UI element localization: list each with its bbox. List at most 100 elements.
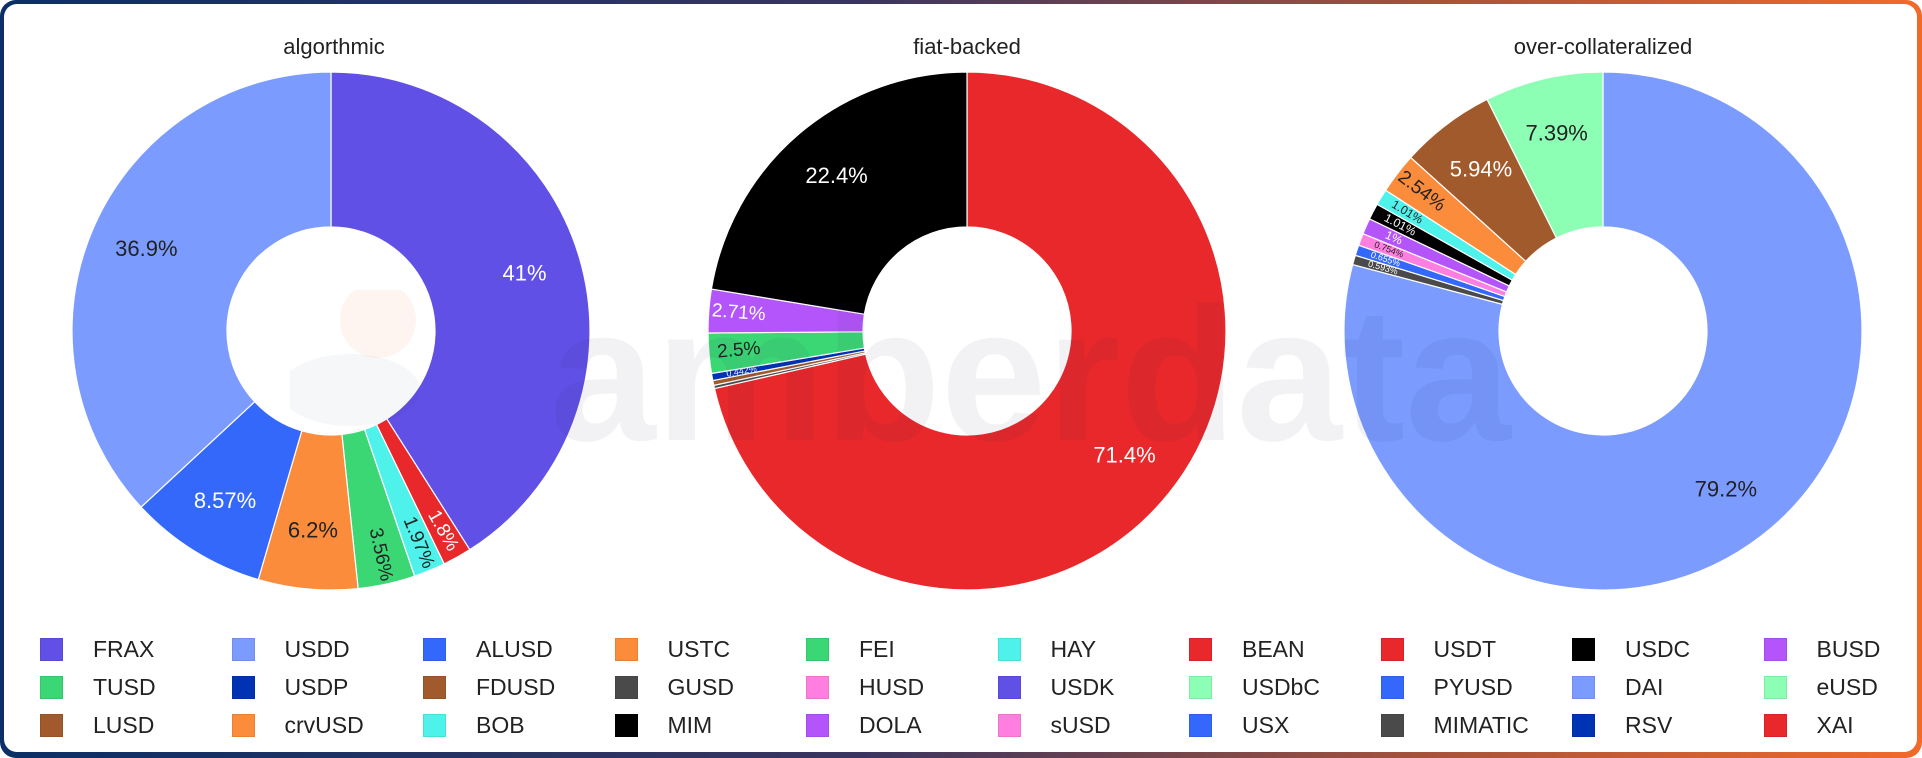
legend-label: USTC	[667, 635, 731, 662]
legend-item-crvusd[interactable]: crvUSD	[231, 710, 364, 740]
legend-swatch-icon	[423, 675, 446, 699]
legend-swatch-icon	[1380, 637, 1404, 661]
legend-item-usdc[interactable]: USDC	[1572, 634, 1690, 664]
legend-item-rsv[interactable]: RSV	[1572, 710, 1672, 740]
donut-over-collateralized: 79.2%0.593%0.655%0.754%1%1.01%1.01%2.54%…	[1343, 71, 1863, 591]
legend-swatch-icon	[997, 675, 1021, 699]
chart-title-algorithmic: algorthmic	[283, 34, 385, 59]
legend-item-usdbc[interactable]: USDbC	[1189, 672, 1320, 702]
slice-label-eusd: 7.39%	[1525, 121, 1587, 146]
slice-dai[interactable]	[1343, 71, 1863, 591]
legend-swatch-icon	[423, 713, 446, 737]
legend-item-frax[interactable]: FRAX	[40, 634, 154, 664]
legend-item-busd[interactable]: BUSD	[1763, 634, 1880, 664]
legend-swatch-icon	[1572, 675, 1595, 699]
legend-label: FRAX	[93, 635, 155, 662]
legend-item-bob[interactable]: BOB	[423, 710, 525, 740]
legend-item-husd[interactable]: HUSD	[806, 672, 924, 702]
slice-usdc[interactable]	[710, 71, 968, 315]
legend-label: BOB	[476, 711, 525, 738]
legend-swatch-icon	[423, 637, 446, 661]
legend-label: sUSD	[1050, 711, 1111, 738]
legend-label: USDT	[1433, 635, 1497, 662]
legend-swatch-icon	[614, 675, 638, 699]
slice-label-busd: 2.71%	[711, 300, 766, 325]
legend-label: XAI	[1816, 711, 1854, 738]
legend-item-susd[interactable]: sUSD	[997, 710, 1111, 740]
slice-usdd[interactable]	[71, 71, 332, 508]
legend-item-alusd[interactable]: ALUSD	[423, 634, 553, 664]
legend-swatch-icon	[614, 713, 638, 737]
legend-item-dola[interactable]: DOLA	[806, 710, 922, 740]
slice-label-dai: 79.2%	[1695, 477, 1757, 502]
legend-label: USDC	[1625, 635, 1691, 662]
legend-label: MIM	[667, 711, 713, 738]
slice-label-alusd: 8.57%	[194, 488, 256, 513]
legend-item-bean[interactable]: BEAN	[1189, 634, 1305, 664]
legend-swatch-icon	[1763, 713, 1787, 737]
legend-swatch-icon	[231, 713, 255, 737]
legend-swatch-icon	[231, 675, 255, 699]
slice-frax[interactable]	[330, 71, 591, 551]
legend-label: FDUSD	[476, 673, 556, 700]
legend-swatch-icon	[1763, 675, 1787, 699]
legend-label: MIMATIC	[1433, 711, 1529, 738]
legend-swatch-icon	[997, 713, 1021, 737]
legend-swatch-icon	[806, 713, 829, 737]
legend-swatch-icon	[997, 637, 1021, 661]
legend-item-pyusd[interactable]: PYUSD	[1380, 672, 1513, 702]
legend-label: TUSD	[93, 673, 156, 700]
chart-title-over-collateralized: over-collateralized	[1513, 34, 1693, 59]
legend-item-lusd[interactable]: LUSD	[40, 710, 154, 740]
legend-swatch-icon	[1189, 637, 1212, 661]
legend-item-usdt[interactable]: USDT	[1380, 634, 1497, 664]
legend-item-fdusd[interactable]: FDUSD	[423, 672, 555, 702]
donut-algorthmic: 41%1.8%1.97%3.56%6.2%8.57%36.9%	[71, 71, 591, 591]
legend-item-mim[interactable]: MIM	[614, 710, 713, 740]
legend-label: USDbC	[1242, 673, 1320, 700]
legend-label: USX	[1242, 711, 1290, 738]
legend-swatch-icon	[40, 713, 63, 737]
legend-item-usx[interactable]: USX	[1189, 710, 1289, 740]
legend-swatch-icon	[1380, 675, 1404, 699]
legend-item-usdp[interactable]: USDP	[231, 672, 349, 702]
legend-swatch-icon	[614, 637, 638, 661]
legend-swatch-icon	[806, 675, 829, 699]
legend-item-tusd[interactable]: TUSD	[40, 672, 156, 702]
legend-swatch-icon	[231, 637, 255, 661]
slice-label-usdt: 71.4%	[1093, 442, 1155, 467]
slice-label-lusd: 5.94%	[1450, 156, 1512, 181]
legend-item-dai[interactable]: DAI	[1572, 672, 1663, 702]
legend-item-xai[interactable]: XAI	[1763, 710, 1854, 740]
legend-item-ustc[interactable]: USTC	[614, 634, 731, 664]
slice-label-usdd: 36.9%	[115, 236, 177, 261]
slice-label-usdc: 22.4%	[805, 163, 867, 188]
legend-item-fei[interactable]: FEI	[806, 634, 895, 664]
legend-label: USDD	[284, 635, 350, 662]
slice-usdt[interactable]	[713, 71, 1227, 591]
donut-charts: 41%1.8%1.97%3.56%6.2%8.57%36.9%71.4%0.44…	[71, 71, 1863, 591]
slice-eusd[interactable]	[1486, 71, 1604, 239]
donut-fiat-backed: 71.4%0.442%2.5%2.71%22.4%	[707, 71, 1227, 591]
legend-label: DAI	[1625, 673, 1664, 700]
legend-swatch-icon	[1189, 713, 1212, 737]
legend-item-eusd[interactable]: eUSD	[1763, 672, 1878, 702]
legend-item-usdk[interactable]: USDK	[997, 672, 1115, 702]
legend-item-mimatic[interactable]: MIMATIC	[1380, 710, 1529, 740]
slice-label-ustc: 6.2%	[288, 517, 338, 542]
legend-item-hay[interactable]: HAY	[997, 634, 1096, 664]
slice-label-tusd: 2.5%	[716, 338, 761, 363]
legend-label: PYUSD	[1433, 673, 1513, 700]
legend-item-gusd[interactable]: GUSD	[614, 672, 734, 702]
legend-label: crvUSD	[284, 711, 364, 738]
legend-label: USDK	[1050, 673, 1115, 700]
legend-label: USDP	[284, 673, 349, 700]
legend-swatch-icon	[1572, 637, 1595, 661]
legend-label: HUSD	[859, 673, 925, 700]
legend-item-usdd[interactable]: USDD	[231, 634, 350, 664]
legend-swatch-icon	[1189, 675, 1212, 699]
legend-label: ALUSD	[476, 635, 553, 662]
legend-label: FEI	[859, 635, 895, 662]
legend-swatch-icon	[40, 637, 63, 661]
legend-label: RSV	[1625, 711, 1673, 738]
